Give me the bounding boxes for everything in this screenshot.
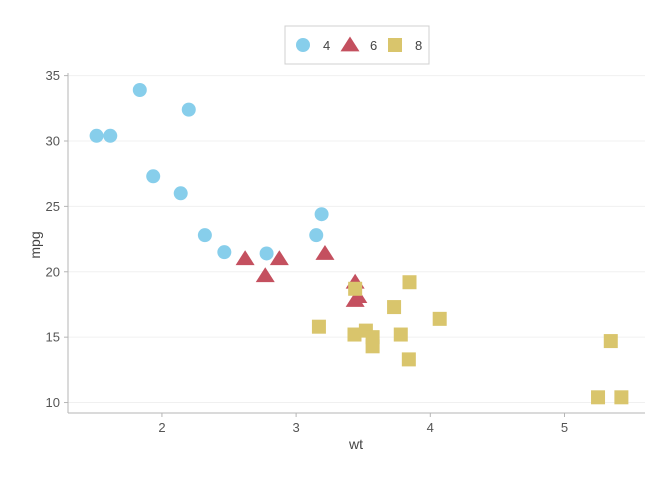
axes xyxy=(67,73,645,414)
x-tick-label: 3 xyxy=(292,420,299,435)
legend-key-circle xyxy=(296,38,310,52)
x-ticks: 2 3 4 5 xyxy=(158,413,568,435)
x-tick-label: 4 xyxy=(427,420,434,435)
data-point-circle xyxy=(217,245,232,260)
x-tick-label: 5 xyxy=(561,420,568,435)
data-point-square xyxy=(614,390,629,405)
series-4 xyxy=(89,83,329,261)
y-ticks: 10 15 20 25 30 35 xyxy=(46,68,68,410)
y-tick-label: 35 xyxy=(46,68,60,83)
x-tick-label: 2 xyxy=(158,420,165,435)
y-tick-label: 15 xyxy=(46,330,60,345)
data-point-circle xyxy=(197,228,212,243)
data-point-square xyxy=(432,311,447,326)
data-point-square xyxy=(365,330,380,345)
legend-item-6: 6 xyxy=(340,36,377,53)
data-point-square xyxy=(311,319,326,334)
series-8 xyxy=(311,275,629,405)
data-point-circle xyxy=(309,228,324,243)
data-point-circle xyxy=(146,169,161,184)
data-point-circle xyxy=(103,128,118,143)
grid-lines xyxy=(68,75,645,404)
data-point-triangle xyxy=(235,250,255,266)
data-point-square xyxy=(401,352,416,367)
y-tick-label: 25 xyxy=(46,199,60,214)
legend-item-4: 4 xyxy=(296,38,330,53)
data-point-square xyxy=(348,281,363,296)
legend-key-triangle xyxy=(340,36,360,52)
data-points xyxy=(89,83,629,405)
data-point-circle xyxy=(259,246,274,261)
data-point-circle xyxy=(314,207,329,222)
data-point-circle xyxy=(173,186,188,201)
series-6 xyxy=(235,244,368,307)
legend-label: 6 xyxy=(370,38,377,53)
legend: 4 6 8 xyxy=(284,25,430,65)
y-tick-label: 30 xyxy=(46,134,60,149)
data-point-circle xyxy=(132,83,147,97)
data-point-square xyxy=(591,390,606,405)
y-axis-title: mpg xyxy=(27,231,43,258)
legend-label: 4 xyxy=(323,38,330,53)
data-point-triangle xyxy=(315,244,335,260)
legend-label: 8 xyxy=(415,38,422,53)
data-point-square xyxy=(393,327,408,342)
data-point-square xyxy=(347,327,362,342)
data-point-square xyxy=(603,334,618,349)
legend-item-8: 8 xyxy=(388,38,422,53)
data-point-circle xyxy=(181,102,196,117)
y-tick-label: 10 xyxy=(46,395,60,410)
data-point-square xyxy=(387,300,402,315)
data-point-circle xyxy=(89,128,104,143)
y-tick-label: 20 xyxy=(46,264,60,279)
x-axis-title: wt xyxy=(348,436,363,452)
data-point-triangle xyxy=(255,267,275,283)
data-point-triangle xyxy=(269,250,289,266)
data-point-square xyxy=(402,275,417,290)
legend-key-square xyxy=(388,38,402,52)
